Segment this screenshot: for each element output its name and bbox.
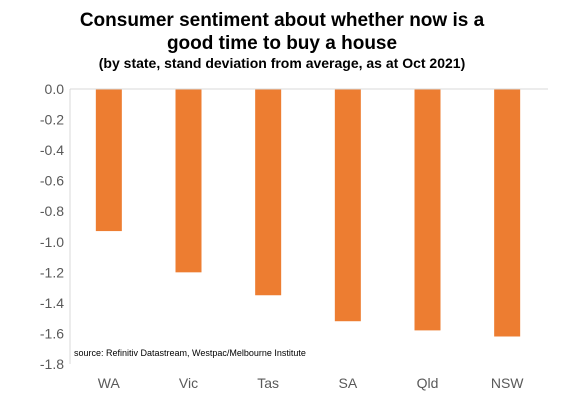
y-tick-label: -1.8	[40, 356, 64, 372]
x-axis-labels: WA Vic Tas SA Qld NSW	[98, 375, 524, 391]
bar-qld	[414, 89, 441, 331]
y-axis-ticks: 0.0 -0.2 -0.4 -0.6 -0.8 -1.0 -1.2 -1.4 -1.6 -1.8	[40, 81, 64, 372]
x-tick-label: Vic	[179, 375, 198, 391]
bar-vic	[175, 89, 202, 273]
x-tick-label: NSW	[491, 375, 524, 391]
chart-title-line-1: Consumer sentiment about whether now is …	[80, 10, 485, 31]
bar-nsw	[494, 89, 521, 337]
source-note: source: Refinitiv Datastream, Westpac/Me…	[74, 348, 306, 358]
x-tick-label: Qld	[417, 375, 439, 391]
y-tick-label: -0.6	[40, 173, 64, 189]
bars-group	[95, 89, 521, 337]
y-tick-label: -0.8	[40, 203, 64, 219]
y-tick-label: -0.2	[40, 112, 64, 128]
x-tick-label: SA	[338, 375, 357, 391]
bar-wa	[95, 89, 122, 232]
y-tick-label: -1.4	[40, 295, 64, 311]
x-tick-label: WA	[98, 375, 121, 391]
x-tick-label: Tas	[257, 375, 279, 391]
bar-tas	[255, 89, 282, 296]
y-tick-label: -1.6	[40, 325, 64, 341]
y-tick-label: -1.2	[40, 264, 64, 280]
y-tick-label: 0.0	[45, 81, 65, 97]
chart-subtitle: (by state, stand deviation from average,…	[99, 55, 465, 71]
y-tick-label: -1.0	[40, 234, 64, 250]
chart-title-line-2: good time to buy a house	[167, 33, 397, 54]
y-tick-label: -0.4	[40, 142, 64, 158]
bar-sa	[334, 89, 361, 322]
